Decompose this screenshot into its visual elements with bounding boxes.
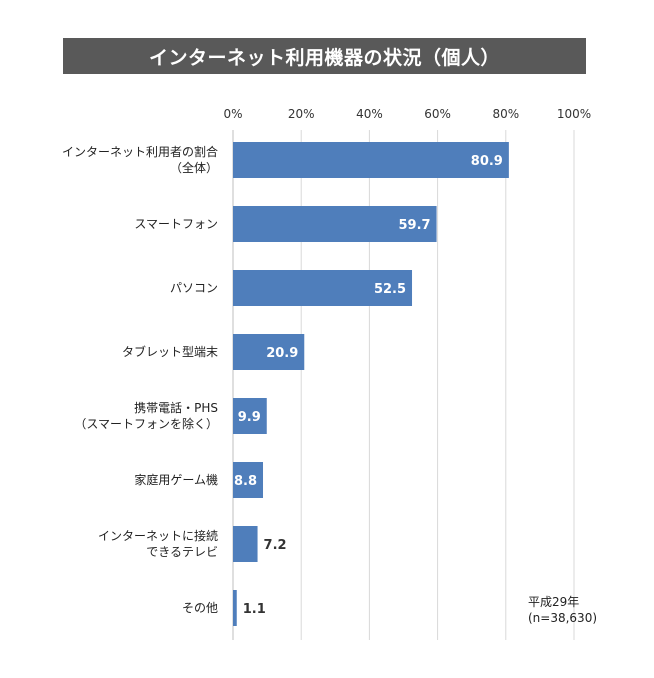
x-tick-label: 20% [288,107,315,121]
category-label: （スマートフォンを除く） [74,416,218,431]
bar [233,526,258,562]
bar [233,462,264,498]
data-label: 59.7 [398,218,430,233]
sample-note: 平成29年 (n=38,630) [528,594,597,626]
x-tick-label: 80% [492,107,519,121]
chart-title: インターネット利用機器の状況（個人） [63,38,586,74]
data-label: 80.9 [471,154,503,169]
data-label: 8.8 [234,474,257,489]
category-label: 携帯電話・PHS [134,400,218,415]
category-label: パソコン [170,281,218,295]
data-label: 52.5 [374,282,406,297]
bar [233,398,267,434]
bar [233,270,413,306]
category-label: できるテレビ [146,545,218,559]
category-label: スマートフォン [134,217,218,231]
x-tick-label: 40% [356,107,383,121]
data-label: 1.1 [243,602,266,617]
bar [233,142,509,178]
data-label: 20.9 [266,346,298,361]
x-tick-label: 0% [223,107,242,121]
category-label: その他 [182,601,218,615]
category-label: インターネットに接続 [98,528,218,543]
category-label: （全体） [170,160,218,175]
note-year: 平成29年 [528,595,580,609]
value-labels: 80.9 59.7 52.5 20.9 9.9 8.8 7.2 1.1 [234,154,503,617]
x-tick-label: 60% [424,107,451,121]
x-axis-tick-labels: 0% 20% 40% 60% 80% 100% [223,107,591,121]
bar [233,206,437,242]
category-labels: インターネット利用者の割合（全体） スマートフォンパソコンタブレット型端末携帯電話… [62,144,218,615]
category-label: タブレット型端末 [122,344,218,359]
bar [233,334,305,370]
category-label: 家庭用ゲーム機 [134,472,218,487]
bars [233,142,509,626]
x-tick-label: 100% [557,107,591,121]
data-label: 7.2 [264,538,287,553]
bar [233,590,237,626]
category-label: インターネット利用者の割合 [62,144,218,159]
note-sample-size: (n=38,630) [528,611,598,625]
data-label: 9.9 [238,410,261,425]
